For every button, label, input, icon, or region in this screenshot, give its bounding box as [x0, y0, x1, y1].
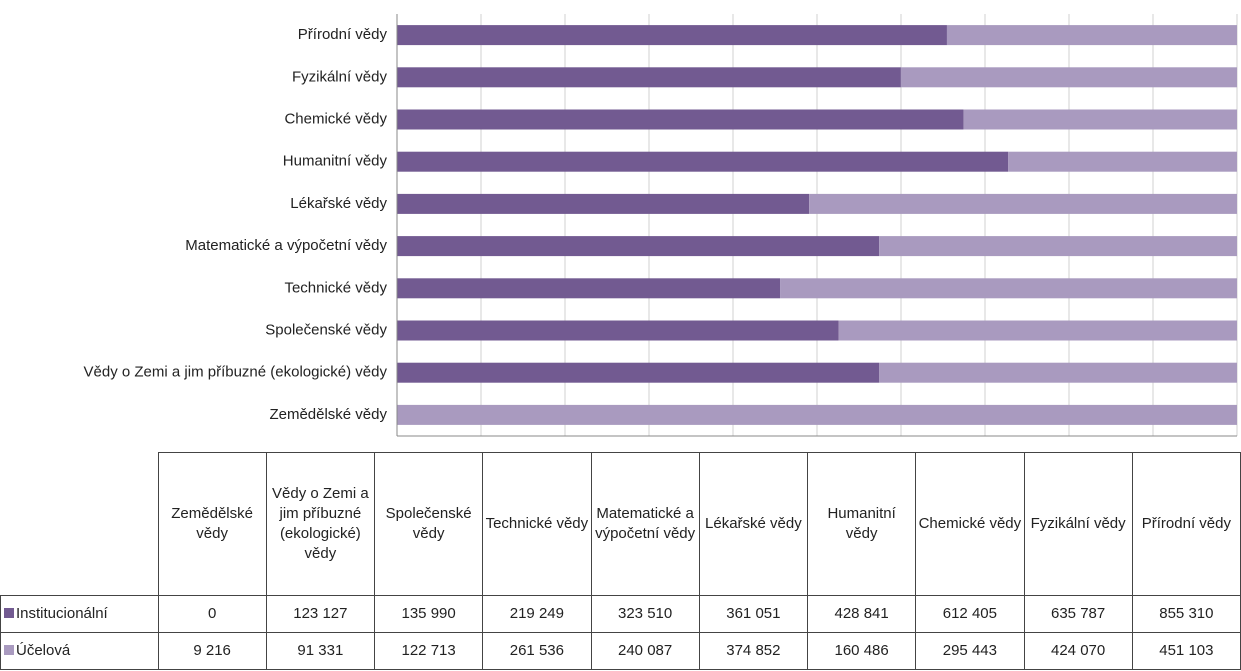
table-header: Technické vědy: [482, 452, 592, 596]
table-value: 855 310: [1131, 595, 1241, 633]
table-value: 424 070: [1023, 632, 1133, 670]
table-value: 323 510: [590, 595, 700, 633]
data-row: Účelová 9 216 91 331 122 713 261 536 240 087 3…: [0, 632, 1241, 670]
table-value: 219 249: [482, 595, 592, 633]
bar-segment: [780, 278, 1237, 299]
legend-entry: Účelová: [0, 632, 159, 670]
y-tick-label: Lékařské vědy: [290, 195, 387, 212]
y-tick-label: Chemické vědy: [284, 110, 387, 127]
y-tick-label: Přírodní vědy: [298, 26, 388, 43]
table-value: 361 051: [698, 595, 809, 633]
bar-segment: [879, 362, 1237, 383]
table-header: Fyzikální vědy: [1023, 452, 1133, 596]
table-value: 9 216: [157, 632, 267, 670]
table-value: 123 127: [265, 595, 376, 633]
bar-segment: [397, 109, 964, 130]
table-value: 91 331: [265, 632, 376, 670]
table-value: 160 486: [806, 632, 917, 670]
bar-segment: [397, 236, 880, 257]
y-tick-label: Humanitní vědy: [283, 153, 388, 170]
bar-segment: [397, 320, 839, 341]
table-value: 428 841: [806, 595, 917, 633]
bar-segment: [397, 151, 1009, 172]
bar-segment: [397, 193, 810, 214]
y-tick-label: Matematické a výpočetní vědy: [185, 237, 387, 254]
bar-segment: [879, 236, 1237, 257]
table-value: 612 405: [915, 595, 1025, 633]
table-header: Lékařské vědy: [698, 452, 809, 596]
table-value: 295 443: [915, 632, 1025, 670]
bar-segment: [397, 25, 947, 46]
table-value: 135 990: [373, 595, 484, 633]
bar-segment: [397, 278, 781, 299]
corner: [0, 452, 159, 596]
table-header: Přírodní vědy: [1131, 452, 1241, 596]
bar-segment: [963, 109, 1237, 130]
bar-segment: [838, 320, 1237, 341]
legend-label: Institucionální: [16, 605, 108, 622]
legend-swatch: [4, 608, 14, 618]
bar-segment: [809, 193, 1237, 214]
bar-segment: [1008, 151, 1237, 172]
table-header: Zemědělské vědy: [157, 452, 267, 596]
chart: Zemědělské vědy Vědy o Zemi a jim příbuzn…: [84, 14, 1238, 437]
table-value: 0: [157, 595, 267, 633]
table-value: 451 103: [1131, 632, 1241, 670]
data-table: Zemědělské vědy Vědy o Zemi a jim příbuzn…: [0, 452, 1241, 670]
table-header: Humanitní vědy: [806, 452, 917, 596]
table-value: 635 787: [1023, 595, 1133, 633]
bar-segment: [900, 67, 1237, 88]
y-tick-label: Technické vědy: [284, 279, 387, 296]
header-row: Zemědělské vědy Vědy o Zemi a jim příbuzn…: [0, 452, 1241, 596]
legend-entry: Institucionální: [0, 595, 159, 633]
table-value: 240 087: [590, 632, 700, 670]
y-tick-label: Zemědělské vědy: [269, 406, 387, 423]
bar-segment: [397, 67, 901, 88]
table-value: 261 536: [482, 632, 592, 670]
y-tick-label: Vědy o Zemi a jim příbuzné (ekologické) …: [84, 364, 388, 381]
table-header: Matematické a výpočetní vědy: [590, 452, 700, 596]
y-tick-label: Společenské vědy: [265, 321, 387, 338]
bar-segment: [946, 25, 1237, 46]
legend-swatch: [4, 645, 14, 655]
data-row: Institucionální 0 123 127 135 990 219 249 323…: [0, 595, 1241, 633]
table-header: Chemické vědy: [915, 452, 1025, 596]
bar-segment: [397, 362, 880, 383]
table-header: Společenské vědy: [373, 452, 484, 596]
legend-label: Účelová: [16, 642, 71, 659]
table-header: Vědy o Zemi a jim příbuzné (ekologické) …: [265, 452, 376, 596]
table-value: 374 852: [698, 632, 809, 670]
bar-segment: [397, 404, 1237, 425]
table-value: 122 713: [373, 632, 484, 670]
y-tick-label: Fyzikální vědy: [292, 68, 388, 85]
